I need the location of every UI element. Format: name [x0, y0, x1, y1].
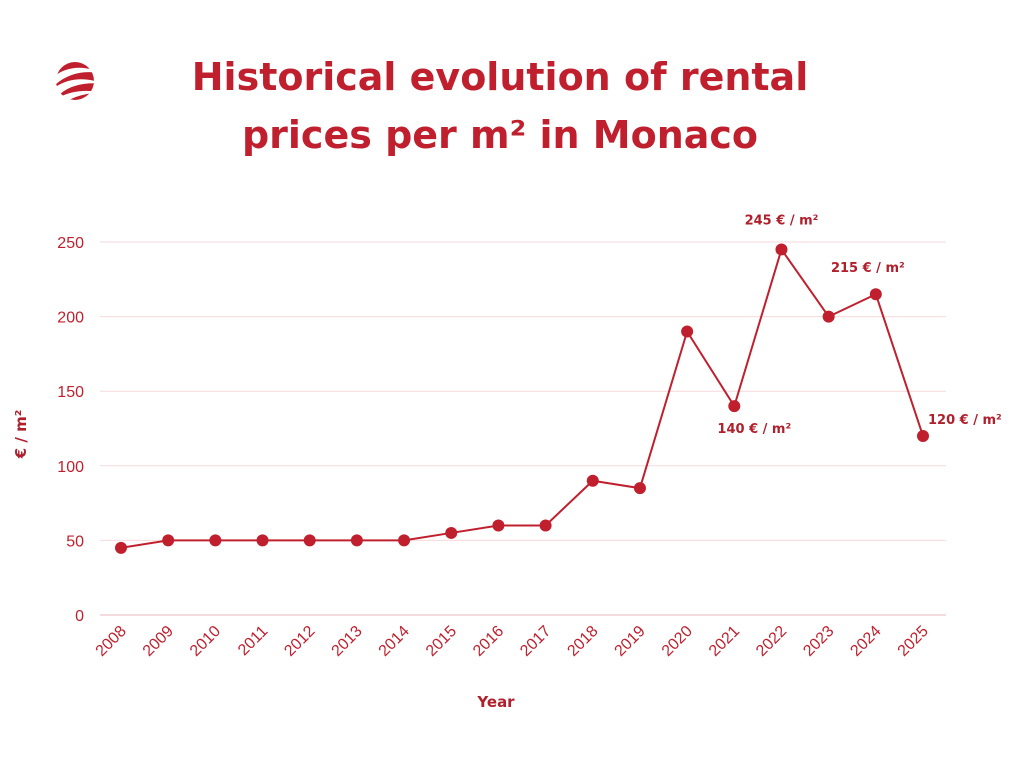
chart-title: Historical evolution of rental prices pe…: [120, 48, 880, 164]
x-tick-label: 2014: [376, 623, 413, 660]
x-tick-label: 2019: [612, 623, 649, 660]
x-tick-label: 2013: [329, 623, 366, 660]
series-line: [120, 248, 924, 549]
data-point: [586, 474, 599, 487]
y-axis-title: € / m²: [12, 410, 30, 460]
chart-title-line-2: prices per m² in Monaco: [241, 113, 759, 157]
x-tick-label: 2018: [564, 623, 601, 660]
y-tick-label: 0: [75, 608, 84, 625]
data-point: [539, 519, 552, 532]
x-tick-label: 2015: [423, 623, 460, 660]
annotation-label: 215 € / m²: [831, 261, 905, 276]
data-point: [869, 288, 882, 301]
data-point: [681, 325, 694, 338]
data-point: [917, 429, 929, 442]
data-point: [822, 310, 835, 323]
x-tick-label: 2025: [895, 623, 932, 660]
x-tick-label: 2009: [140, 623, 177, 660]
x-tick-label: 2012: [281, 623, 318, 660]
series-line-path: [120, 248, 924, 549]
data-point: [775, 243, 788, 256]
data-point: [633, 482, 646, 495]
x-tick-label: 2023: [800, 623, 837, 660]
company-logo: [48, 58, 106, 104]
x-tick-label: 2021: [706, 623, 743, 660]
x-tick-label: 2016: [470, 623, 507, 660]
data-point: [350, 534, 363, 547]
chart-title-line-1: Historical evolution of rental: [191, 55, 809, 99]
x-tick-label: 2010: [187, 623, 224, 660]
grid-lines: [100, 241, 946, 616]
y-tick-label: 50: [66, 533, 84, 550]
data-point: [256, 534, 269, 547]
x-tick-label: 2024: [847, 623, 884, 660]
x-tick-label: 2011: [235, 623, 271, 659]
swirl-globe-logo-icon: [52, 62, 104, 102]
data-point: [445, 526, 458, 539]
x-tick-label: 2017: [517, 623, 554, 660]
x-tick-label: 2022: [753, 623, 790, 660]
data-point: [209, 534, 222, 547]
y-tick-label: 250: [57, 235, 84, 252]
data-point: [398, 534, 411, 547]
annotation-label: 245 € / m²: [745, 213, 819, 228]
x-axis-title: Year: [476, 693, 515, 711]
data-point: [492, 519, 505, 532]
annotation-label: 120 € / m²: [928, 413, 1002, 428]
x-axis-ticks: 2008 2009 2010 2011 2012 2013 2014 2015 2016 2017…: [93, 623, 932, 660]
data-point: [162, 534, 175, 547]
x-tick-label: 2008: [93, 623, 130, 660]
data-point: [728, 400, 741, 413]
x-tick-label: 2020: [659, 623, 696, 660]
annotation-label: 140 € / m²: [717, 422, 791, 437]
annotations: 245 € / m² 215 € / m² 140 € / m² 120 € / m²: [717, 213, 1001, 437]
data-point: [303, 534, 316, 547]
y-axis-ticks: 0 50 100 150 200 250: [57, 235, 84, 625]
y-tick-label: 100: [57, 459, 84, 476]
series-points: [115, 243, 929, 554]
y-tick-label: 150: [57, 384, 84, 401]
y-tick-label: 200: [57, 310, 84, 327]
data-point: [115, 541, 127, 554]
